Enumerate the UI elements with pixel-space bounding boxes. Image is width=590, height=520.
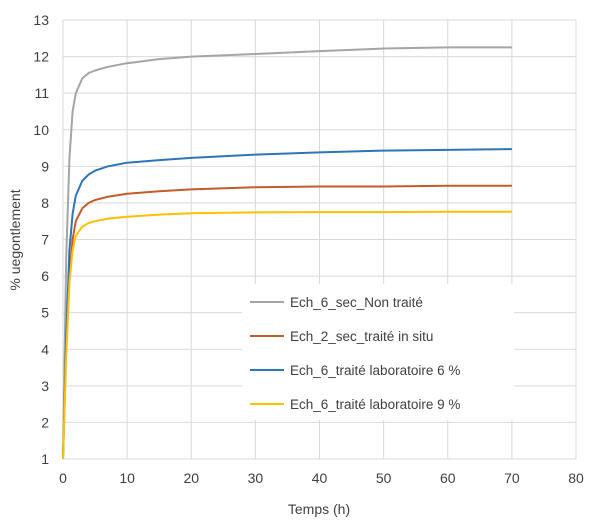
x-tick-label: 0 xyxy=(59,470,67,486)
x-axis-title: Temps (h) xyxy=(288,501,350,517)
x-tick-labels: 0 10 20 30 40 50 60 70 80 xyxy=(59,470,584,486)
y-axis-title: % uegontlement xyxy=(7,189,23,290)
series-line-1 xyxy=(62,46,512,460)
x-tick-label: 40 xyxy=(312,470,328,486)
y-tick-label: 11 xyxy=(34,85,49,101)
series-lines xyxy=(62,46,512,460)
legend-label: Ech_2_sec_traité in situ xyxy=(290,329,433,344)
x-tick-label: 50 xyxy=(376,470,392,486)
legend-label: Ech_6_traité laboratoire 9 % xyxy=(290,397,460,412)
y-tick-label: 12 xyxy=(33,49,49,65)
y-tick-label: 1 xyxy=(41,451,49,467)
legend-label: Ech_6_traité laboratoire 6 % xyxy=(290,363,460,378)
y-tick-label: 6 xyxy=(41,268,49,284)
x-tick-label: 70 xyxy=(504,470,520,486)
y-tick-label: 3 xyxy=(41,378,49,394)
legend-label: Ech_6_sec_Non traité xyxy=(290,295,423,310)
gridlines xyxy=(62,19,577,460)
x-tick-label: 20 xyxy=(183,470,199,486)
x-tick-label: 80 xyxy=(568,470,584,486)
y-tick-label: 2 xyxy=(41,414,49,430)
y-tick-label: 9 xyxy=(41,158,49,174)
y-tick-label: 4 xyxy=(41,341,49,357)
legend: Ech_6_sec_Non traité Ech_2_sec_traité in … xyxy=(242,284,514,420)
x-tick-label: 60 xyxy=(440,470,456,486)
series-line-3 xyxy=(62,148,512,460)
y-tick-label: 5 xyxy=(41,305,49,321)
legend-box xyxy=(242,284,514,420)
y-tick-label: 13 xyxy=(33,12,49,28)
x-tick-label: 30 xyxy=(248,470,264,486)
y-tick-label: 8 xyxy=(41,195,49,211)
series-line-4 xyxy=(62,210,512,460)
y-tick-label: 10 xyxy=(33,122,49,138)
x-tick-label: 10 xyxy=(119,470,135,486)
y-tick-label: 7 xyxy=(41,232,49,248)
